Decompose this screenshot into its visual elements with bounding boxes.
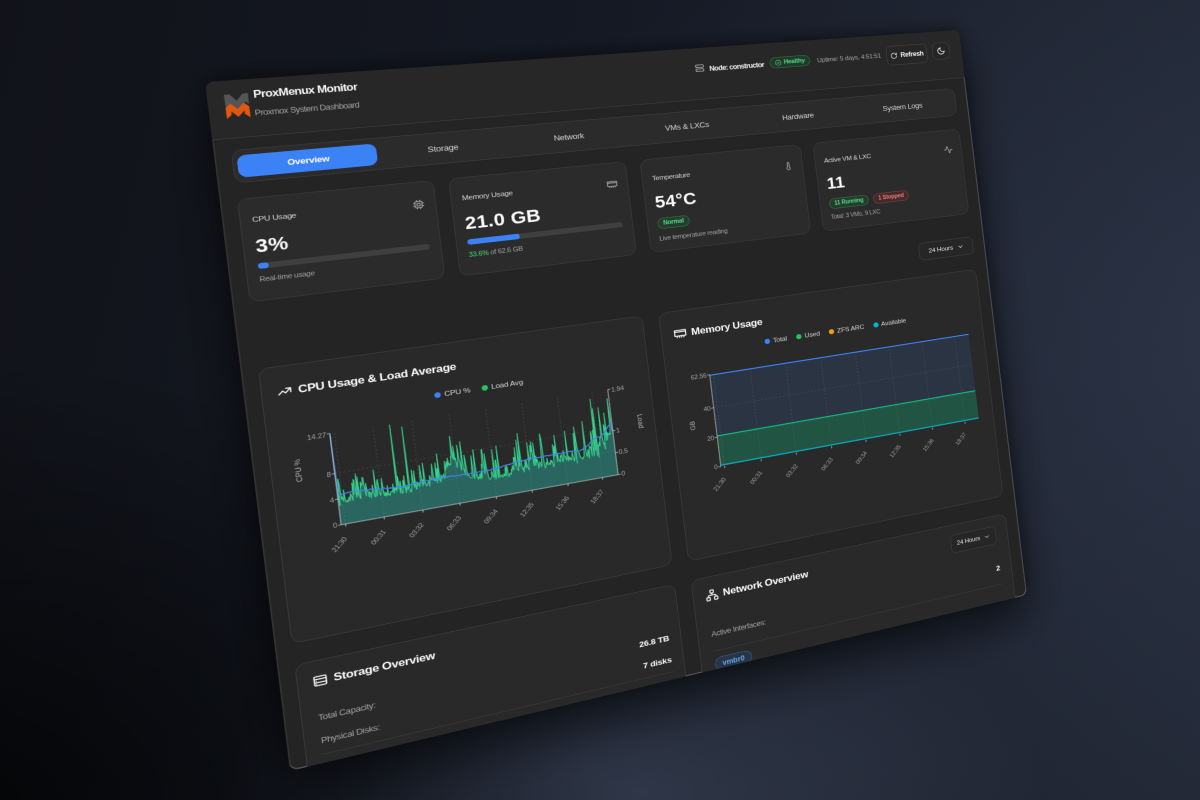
svg-text:4: 4 — [329, 496, 335, 504]
svg-text:1: 1 — [616, 427, 621, 435]
svg-text:15:36: 15:36 — [921, 438, 935, 453]
svg-text:21:30: 21:30 — [712, 476, 728, 493]
svg-text:1.94: 1.94 — [611, 384, 625, 393]
svg-text:18:37: 18:37 — [954, 432, 968, 447]
svg-text:0.5: 0.5 — [618, 447, 629, 456]
svg-text:8: 8 — [326, 471, 331, 479]
svg-text:15:36: 15:36 — [554, 495, 571, 512]
svg-text:21:30: 21:30 — [330, 535, 350, 553]
svg-text:0: 0 — [714, 463, 719, 471]
svg-text:06:33: 06:33 — [820, 456, 835, 472]
svg-text:09:34: 09:34 — [854, 450, 869, 466]
svg-text:06:33: 06:33 — [445, 515, 463, 532]
svg-text:00:31: 00:31 — [748, 470, 763, 486]
svg-text:20: 20 — [707, 434, 715, 442]
svg-text:14.27: 14.27 — [307, 431, 327, 442]
svg-text:12:35: 12:35 — [888, 443, 903, 459]
svg-text:40: 40 — [703, 405, 711, 413]
svg-text:0: 0 — [621, 470, 626, 478]
svg-text:03:32: 03:32 — [407, 522, 425, 539]
svg-text:03:32: 03:32 — [784, 463, 799, 479]
svg-text:62.56: 62.56 — [690, 372, 707, 381]
svg-text:00:31: 00:31 — [369, 529, 388, 547]
svg-text:0: 0 — [333, 521, 339, 529]
svg-text:18:37: 18:37 — [589, 488, 606, 505]
svg-text:12:35: 12:35 — [518, 501, 536, 518]
svg-text:09:34: 09:34 — [482, 507, 500, 525]
